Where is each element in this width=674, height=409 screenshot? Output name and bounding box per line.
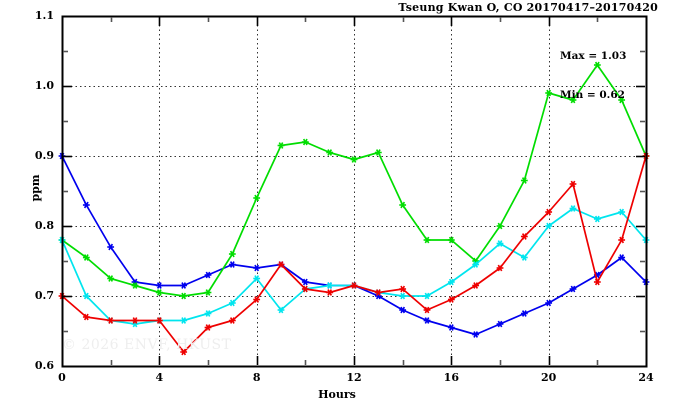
x-axis-label: Hours [318,388,356,401]
y-tick-label: 0.6 [34,359,54,372]
x-tick-label: 20 [541,371,557,384]
max-value-label: Max = 1.03 [560,50,627,62]
axis-ticks [61,15,648,368]
data-series-day4 [58,152,650,356]
x-tick-label: 24 [638,371,654,384]
y-tick-label: 1.0 [34,79,54,92]
y-axis-label: ppm [29,174,42,202]
stats-annotation: Max = 1.03 Min = 0.62 [560,24,626,128]
data-series-day2 [58,61,650,300]
x-tick-label: 16 [443,371,459,384]
x-tick-label: 4 [155,371,164,384]
axis-frame [61,15,648,368]
y-tick-label: 0.7 [34,289,54,302]
y-tick-label: 0.8 [34,219,54,232]
x-tick-label: 0 [58,371,66,384]
grid-lines [62,16,646,366]
min-value-label: Min = 0.62 [560,89,625,101]
chart-title: Tseung Kwan O, CO 20170417–20170420 [398,1,658,14]
x-tick-label: 12 [346,371,362,384]
y-tick-label: 0.9 [34,149,54,162]
y-tick-label: 1.1 [34,9,54,22]
x-tick-label: 8 [252,371,261,384]
